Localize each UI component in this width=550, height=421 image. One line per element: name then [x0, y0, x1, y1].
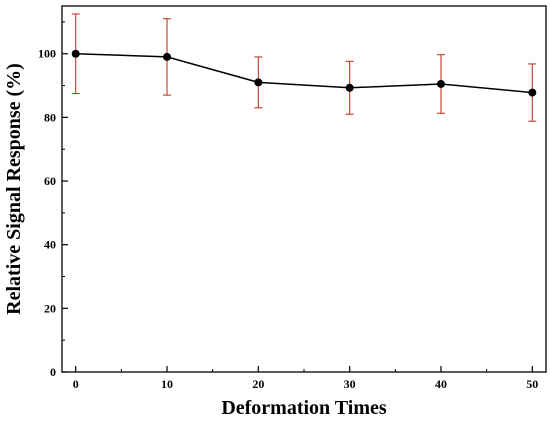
- x-tick-label: 10: [161, 377, 173, 391]
- series-lines: [75, 52, 533, 94]
- y-axis-tick-labels: 0 20 40 60 80 100: [38, 47, 56, 379]
- x-tick-label: 0: [73, 377, 79, 391]
- data-point: [254, 78, 263, 87]
- data-point: [436, 79, 445, 88]
- data-point: [163, 52, 172, 61]
- y-tick-label: 40: [44, 238, 56, 252]
- y-tick-label: 60: [44, 174, 56, 188]
- plot-frame: [61, 5, 547, 373]
- x-tick-label: 20: [252, 377, 264, 391]
- error-bars: [71, 13, 537, 122]
- data-point: [71, 49, 80, 58]
- y-axis-ticks: [62, 21, 68, 373]
- x-axis-ticks: [75, 366, 533, 372]
- x-axis-tick-labels: 0 10 20 30 40 50: [73, 377, 539, 391]
- data-point: [345, 83, 354, 92]
- y-tick-label: 20: [44, 301, 56, 315]
- y-tick-label: 80: [44, 110, 56, 124]
- data-points: [71, 49, 537, 97]
- x-tick-label: 50: [526, 377, 538, 391]
- x-tick-label: 30: [344, 377, 356, 391]
- x-tick-label: 40: [435, 377, 447, 391]
- y-tick-label: 0: [50, 365, 56, 379]
- plot-area: 0 10 20 30 40 50 0 20 40 60 80 100: [38, 5, 547, 391]
- series-line: [75, 52, 533, 94]
- data-point: [528, 88, 537, 97]
- y-axis-title: Relative Signal Response (%): [3, 63, 25, 315]
- x-axis-title: Deformation Times: [221, 397, 387, 419]
- y-tick-label: 100: [38, 47, 56, 61]
